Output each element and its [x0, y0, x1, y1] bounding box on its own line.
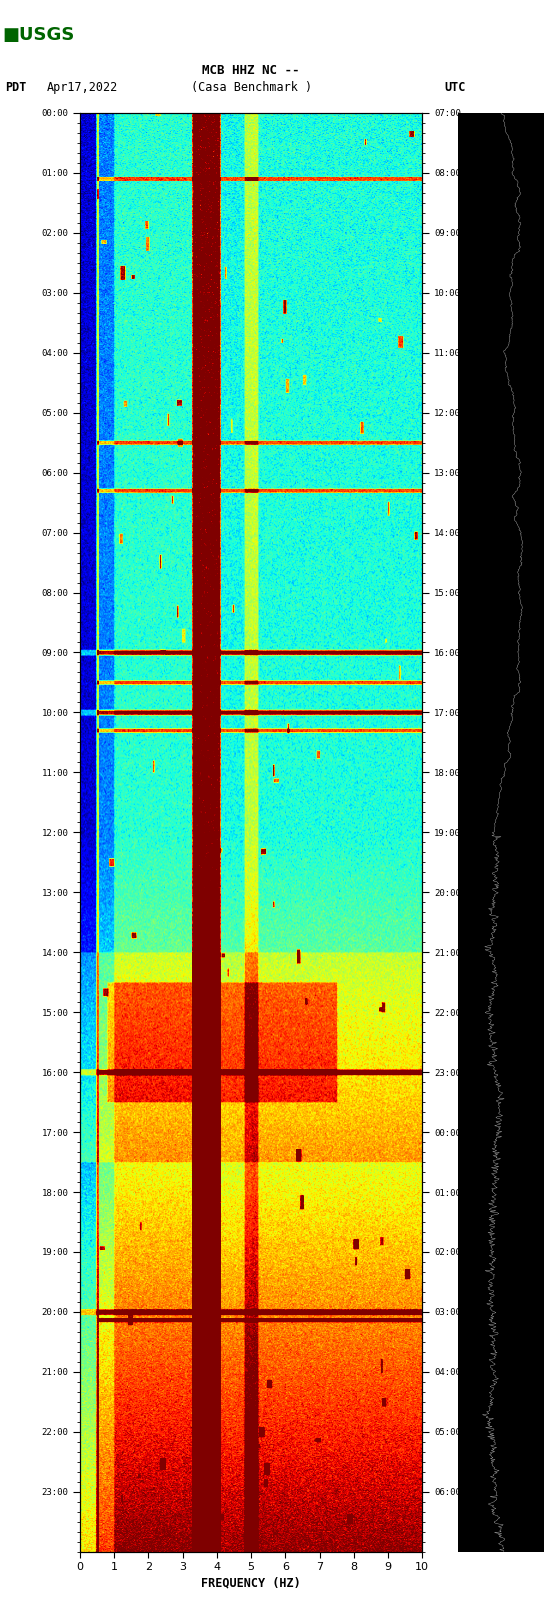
Text: PDT: PDT — [6, 81, 27, 95]
Text: (Casa Benchmark ): (Casa Benchmark ) — [190, 81, 312, 95]
Text: MCB HHZ NC --: MCB HHZ NC -- — [203, 63, 300, 77]
X-axis label: FREQUENCY (HZ): FREQUENCY (HZ) — [201, 1576, 301, 1589]
Text: UTC: UTC — [445, 81, 466, 95]
Text: Apr17,2022: Apr17,2022 — [47, 81, 118, 95]
Text: ■USGS: ■USGS — [3, 26, 75, 45]
